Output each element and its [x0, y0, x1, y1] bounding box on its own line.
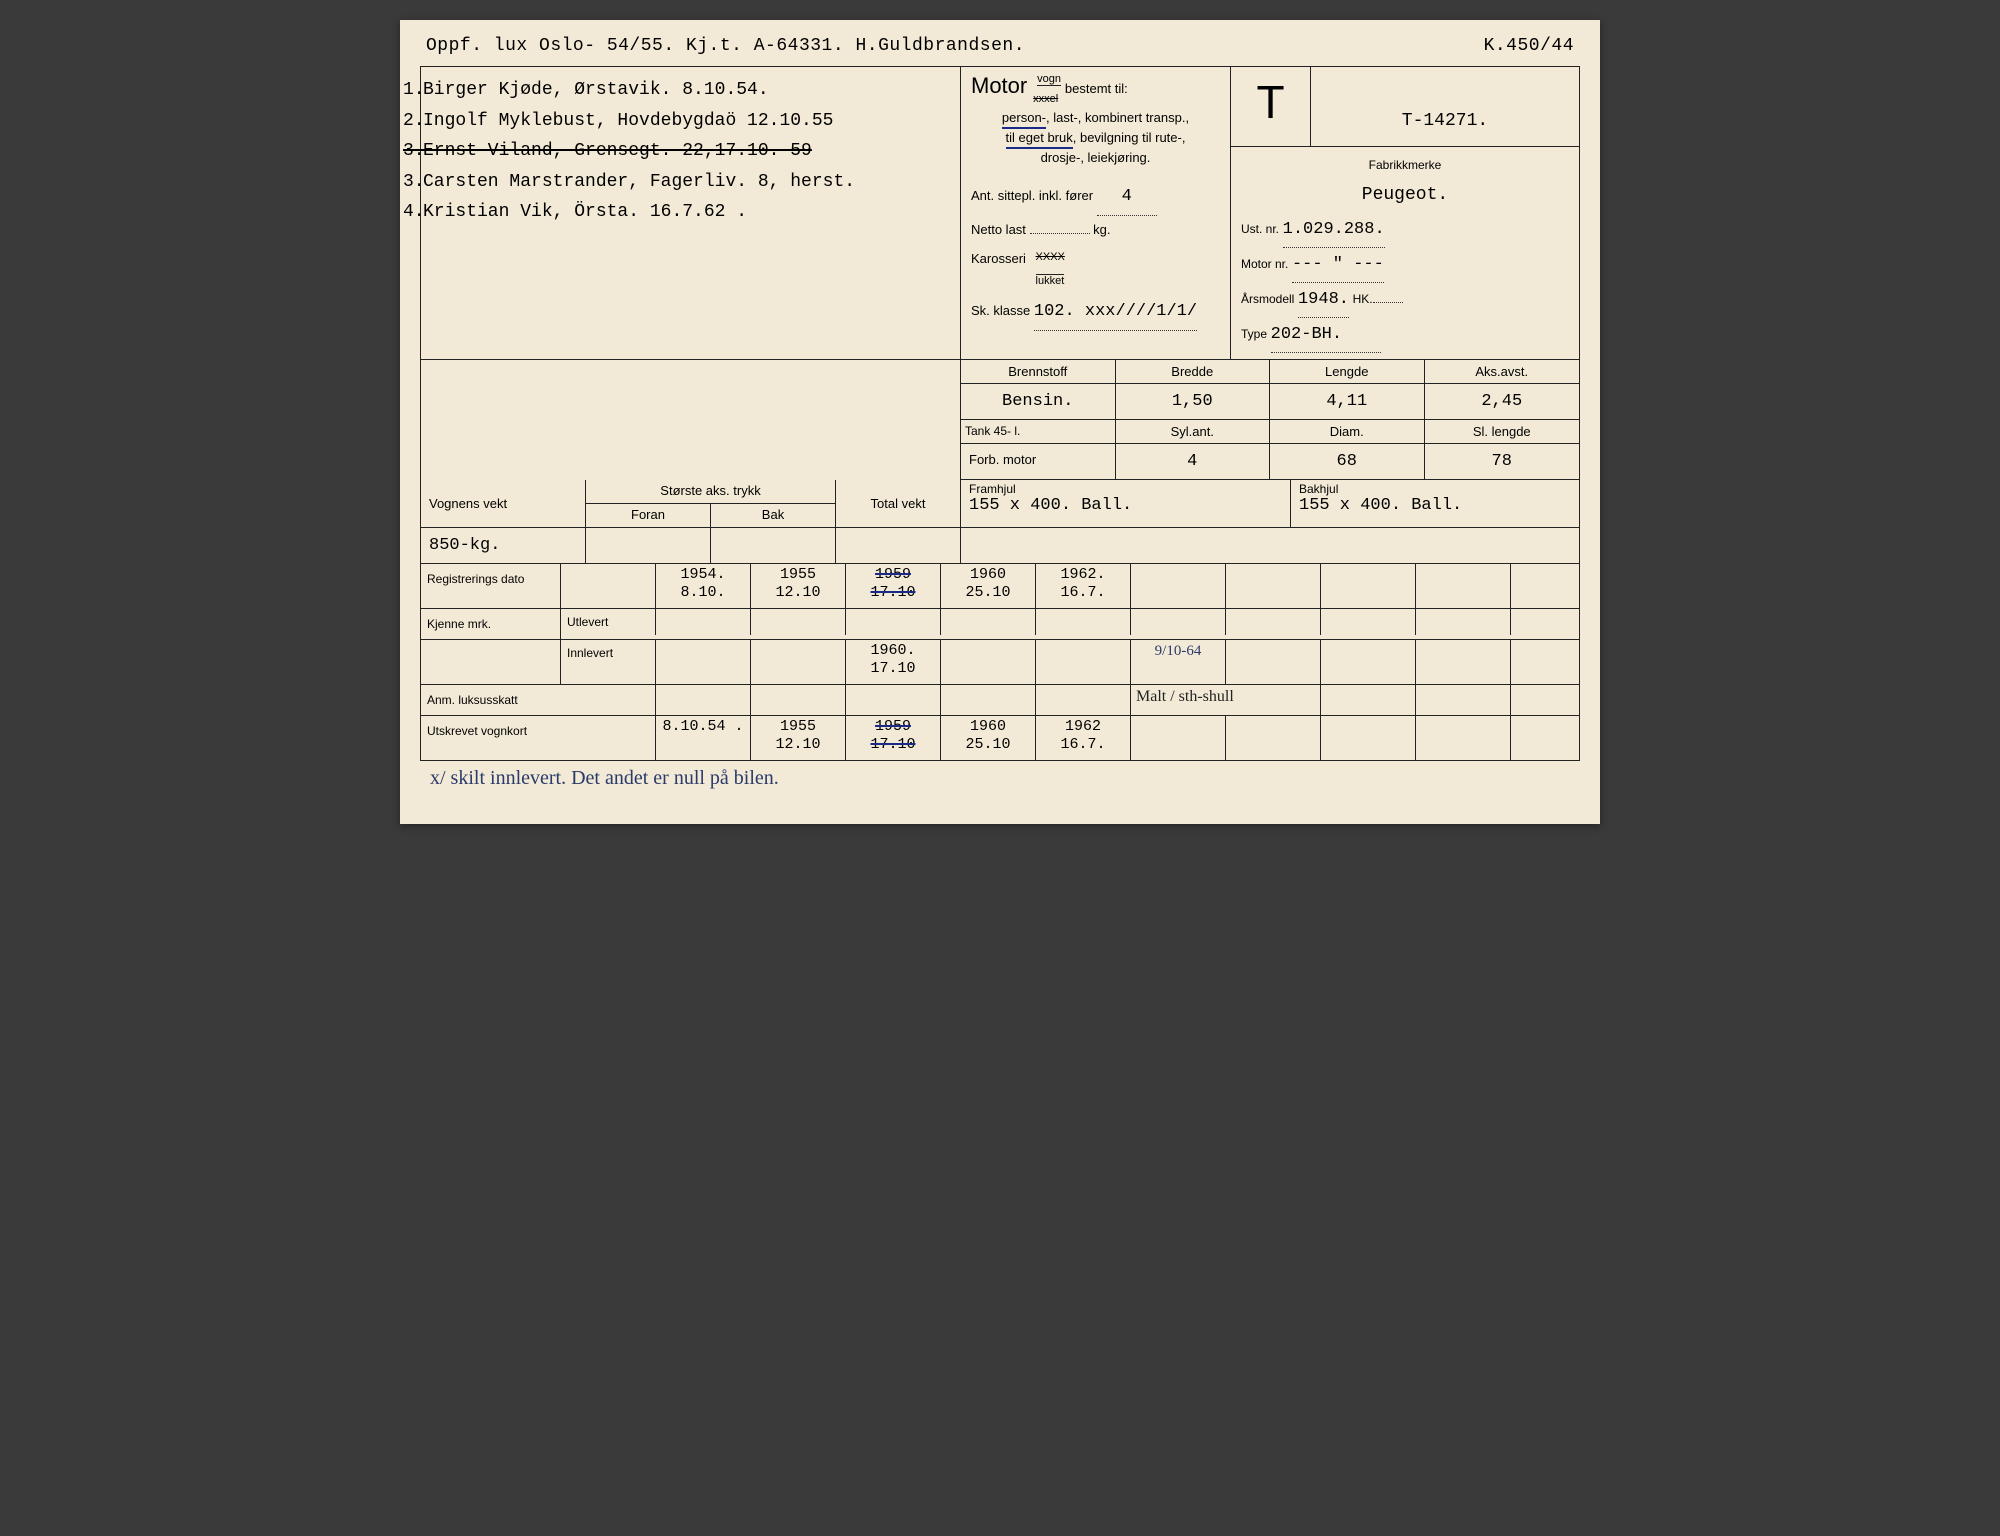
reg-date-2: 195512.10	[751, 564, 846, 608]
innlevert-3: 1960.17.10	[846, 640, 941, 684]
owner-1: Birger Kjøde, Ørstavik. 8.10.54.	[423, 80, 769, 100]
front-wheel-value: 155 x 400. Ball.	[969, 496, 1132, 515]
cylinders-value: 4	[1116, 444, 1271, 479]
registration-number: T-14271.	[1311, 67, 1579, 146]
seats-value: 4	[1097, 178, 1157, 216]
vognkort-3-struck: 195917.10	[846, 716, 941, 760]
header-right: K.450/44	[1484, 36, 1574, 56]
vognkort-2: 195512.10	[751, 716, 846, 760]
motor-title: Motor	[971, 73, 1027, 98]
vognkort-1: 8.10.54 .	[656, 716, 751, 760]
owners-box: 1.Birger Kjøde, Ørstavik. 8.10.54. 2.Ing…	[421, 67, 961, 359]
owner-3: Carsten Marstrander, Fagerliv. 8, herst.	[423, 172, 855, 192]
chassis-number: 1.029.288.	[1283, 213, 1385, 248]
owner-3-struck: Ernst Viland, Grensegt. 22,17.10. 59	[423, 141, 812, 161]
make-value: Peugeot.	[1241, 177, 1569, 213]
owner-4: Kristian Vik, Örsta. 16.7.62 .	[423, 202, 747, 222]
header-line: Oppf. lux Oslo- 54/55. Kj.t. A-64331. H.…	[420, 32, 1580, 66]
registration-table: Registrerings dato 1954.8.10. 195512.10 …	[420, 564, 1580, 761]
motor-desc: person-, last-, kombinert transp., til e…	[971, 109, 1220, 168]
rear-wheel-value: 155 x 400. Ball.	[1299, 496, 1462, 515]
upper-grid: 1.Birger Kjøde, Ørstavik. 8.10.54. 2.Ing…	[420, 66, 1580, 360]
fuel-value: Bensin.	[961, 384, 1116, 420]
type-value: 202-BH.	[1271, 318, 1381, 353]
reg-date-1: 1954.8.10.	[656, 564, 751, 608]
owner-2: Ingolf Myklebust, Hovdebygdaö 12.10.55	[423, 111, 833, 131]
anm-handwriting: Malt / sth-shull	[1131, 685, 1321, 715]
year-value: 1948.	[1298, 283, 1349, 318]
stroke-value: 78	[1425, 444, 1580, 479]
wheelbase-value: 2,45	[1425, 384, 1580, 420]
registration-card: Oppf. lux Oslo- 54/55. Kj.t. A-64331. H.…	[400, 20, 1600, 824]
header-left: Oppf. lux Oslo- 54/55. Kj.t. A-64331. H.…	[426, 36, 1025, 56]
reg-date-5: 1962.16.7.	[1036, 564, 1131, 608]
motor-number: --- " ---	[1292, 248, 1384, 283]
t-letter: T	[1231, 67, 1311, 146]
bottom-handwriting: x/ skilt innlevert. Det andet er null på…	[420, 761, 1580, 796]
width-value: 1,50	[1116, 384, 1271, 420]
motor-box: Motor vogn xxxel bestemt til: person-, l…	[961, 67, 1231, 359]
diameter-value: 68	[1270, 444, 1425, 479]
reg-date-3-struck: 195917.10	[846, 564, 941, 608]
innlevert-hand: 9/10-64	[1131, 640, 1226, 684]
reg-date-4: 196025.10	[941, 564, 1036, 608]
vognkort-4: 196025.10	[941, 716, 1036, 760]
vognkort-5: 196216.7.	[1036, 716, 1131, 760]
length-value: 4,11	[1270, 384, 1425, 420]
sk-klasse-value: 102. xxx////1/1/	[1034, 293, 1197, 331]
right-box: T T-14271. Fabrikkmerke Peugeot. Ust. nr…	[1231, 67, 1579, 359]
weight-value: 850-kg.	[421, 528, 586, 563]
